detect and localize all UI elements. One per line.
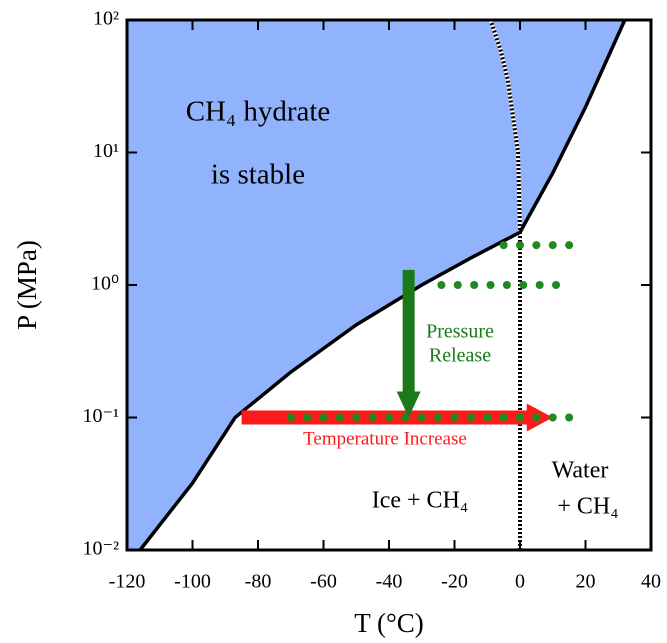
- data-point: [437, 281, 446, 289]
- x-tick-label: -40: [376, 571, 403, 593]
- data-point: [483, 413, 492, 422]
- data-point: [335, 413, 344, 422]
- data-point: [434, 413, 443, 422]
- data-point: [319, 413, 328, 422]
- data-point: [486, 281, 495, 289]
- region-label: CH₄ hydrate: [186, 96, 331, 128]
- x-tick-label: -80: [245, 571, 272, 593]
- y-tick-label: 10⁻²: [82, 538, 119, 560]
- data-point: [352, 413, 361, 422]
- region-label: is stable: [211, 159, 305, 191]
- arrow-label: Release: [429, 345, 491, 367]
- x-tick-label: 0: [515, 571, 525, 593]
- data-point: [385, 413, 393, 422]
- data-point: [417, 413, 426, 422]
- y-axis-label: P (MPa): [12, 240, 42, 330]
- region-label: Water: [552, 458, 609, 484]
- data-point: [466, 413, 475, 422]
- data-point: [368, 413, 377, 422]
- region-label: Ice + CH₄: [372, 488, 469, 514]
- y-tick-label: 10⁻¹: [82, 405, 119, 427]
- data-point: [535, 281, 544, 289]
- x-tick-label: -120: [109, 571, 146, 593]
- x-axis-label: T (°C): [354, 608, 424, 638]
- arrow-label: Temperature Increase: [303, 428, 467, 449]
- x-tick-label: -20: [441, 571, 468, 593]
- data-point: [532, 241, 541, 250]
- y-tick-label: 10²: [93, 8, 119, 30]
- y-tick-label: 10¹: [93, 140, 119, 162]
- y-tick-label: 10⁰: [91, 273, 119, 295]
- phase-boundary: [138, 19, 627, 552]
- data-point: [548, 241, 557, 250]
- x-tick-label: 20: [576, 571, 596, 593]
- data-point: [286, 413, 295, 422]
- arrow-label: Pressure: [426, 321, 494, 343]
- data-point: [502, 281, 511, 289]
- x-tick-label: -60: [310, 571, 337, 593]
- region-label: + CH₄: [557, 494, 618, 520]
- data-point: [470, 281, 479, 289]
- arrow: [241, 403, 553, 432]
- data-point: [516, 241, 524, 250]
- data-point: [401, 413, 410, 422]
- arrow: [396, 269, 421, 418]
- data-point: [548, 413, 557, 422]
- data-point: [453, 281, 462, 289]
- data-point: [516, 413, 524, 422]
- data-point: [532, 413, 541, 422]
- data-point: [499, 413, 508, 422]
- hydrate-region: [127, 20, 625, 550]
- data-point: [565, 241, 574, 250]
- data-point: [303, 413, 312, 422]
- x-tick-label: 40: [641, 571, 661, 593]
- data-point: [450, 413, 459, 422]
- data-point: [565, 413, 574, 422]
- data-point: [499, 241, 508, 250]
- x-tick-label: -100: [174, 571, 211, 593]
- data-point: [519, 281, 528, 289]
- data-point: [552, 281, 561, 289]
